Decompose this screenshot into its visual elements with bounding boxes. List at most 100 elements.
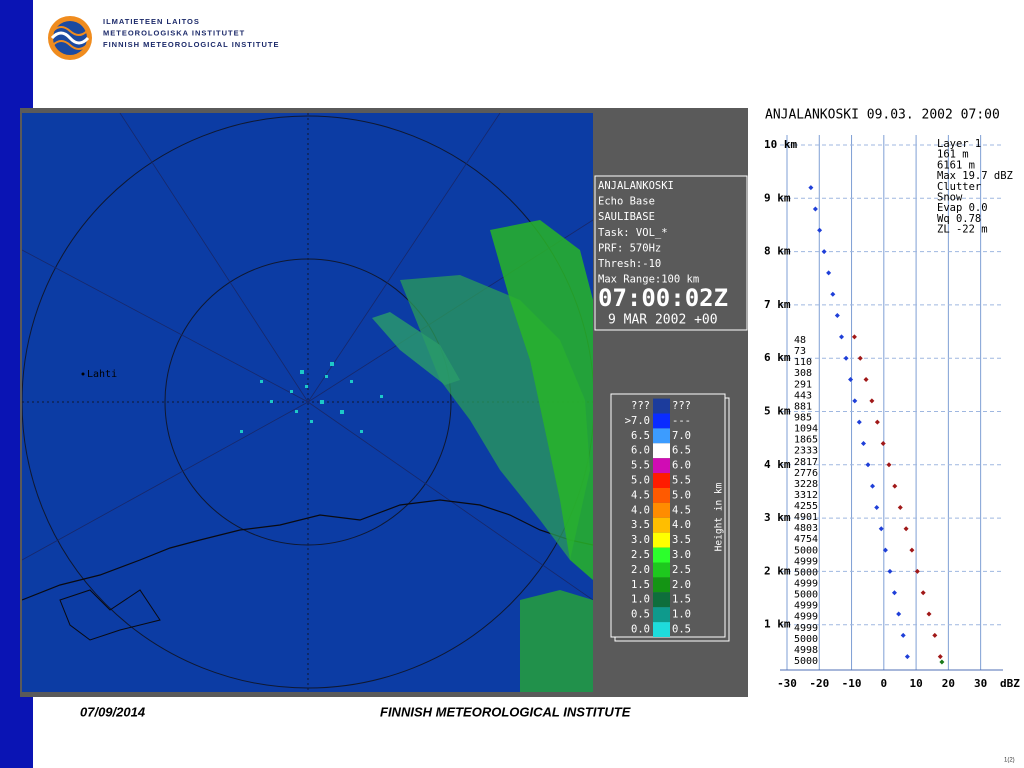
profile-point [812,206,818,212]
legend-right: 3.5 [672,534,691,546]
legend-right: 5.0 [672,489,691,501]
layer-info: ZL -22 m [937,224,988,236]
legend-left: 6.5 [631,430,650,442]
profile-point [826,270,832,276]
layer-info: Clutter [937,181,981,193]
legend-swatch [653,547,670,563]
profile-point [817,227,823,233]
legend-right: 6.5 [672,445,691,457]
profile-point [869,398,875,404]
profile-point [904,654,910,660]
legend-swatch [653,577,670,593]
y-tick-label: 4 km [764,458,791,471]
profile-point [857,355,863,361]
legend-left: 3.0 [631,534,650,546]
info-line: Thresh:-10 [598,258,661,270]
legend-left: 1.5 [631,579,650,591]
layer-info: 161 m [937,149,969,161]
time: 07:00:02Z [598,284,728,312]
profile-point [874,419,880,425]
sample-count: 3228 [794,479,818,490]
profile-point [865,462,871,468]
legend-left: 2.0 [631,564,650,576]
legend-swatch [653,607,670,623]
legend-left: 5.5 [631,460,650,472]
profile-point [939,659,945,665]
profile-point [839,334,845,340]
sample-count: 308 [794,368,812,379]
sample-count: 5000 [794,545,818,556]
page-number: 1(2) [1004,758,1015,764]
sample-count: 4999 [794,623,818,634]
header-line: FINNISH METEOROLOGICAL INSTITUTE [103,40,279,49]
sample-count: 5000 [794,634,818,645]
layer-info: Wq 0.78 [937,213,981,225]
legend-swatch [653,517,670,533]
profile-point [932,632,938,638]
sample-count: 5000 [794,656,818,667]
legend-swatch [653,562,670,578]
sample-count: 2776 [794,468,818,479]
sample-count: 5000 [794,590,818,601]
sample-count: 5000 [794,567,818,578]
layer-info: Snow [937,192,963,204]
footer-org: FINNISH METEOROLOGICAL INSTITUTE [380,704,631,719]
legend-swatch [653,398,670,414]
legend-right: 7.0 [672,430,691,442]
x-tick-label: -20 [809,677,829,690]
legend-left: 5.0 [631,475,650,487]
legend-left: 3.5 [631,519,650,531]
x-tick-label: -30 [777,677,797,690]
legend-swatch [653,502,670,518]
legend-right: 4.5 [672,504,691,516]
legend-right: 0.5 [672,624,691,636]
legend-swatch [653,428,670,444]
profile-point [886,462,892,468]
sample-count: 4998 [794,645,818,656]
profile-point [896,611,902,617]
legend-right: --- [672,415,691,427]
logo [48,16,92,60]
legend-swatch [653,458,670,474]
legend-right: 1.0 [672,609,691,621]
sample-count: 881 [794,401,812,412]
legend-right: 3.0 [672,549,691,561]
profile-point [851,334,857,340]
profile-point [903,526,909,532]
profile-point [880,440,886,446]
info-line: ANJALANKOSKI [598,180,674,192]
footer-date: 07/09/2014 [80,704,146,719]
sample-count: 4999 [794,612,818,623]
legend-right: 6.0 [672,460,691,472]
legend-left: >7.0 [625,415,650,427]
y-tick-label: 7 km [764,298,791,311]
profile-point [830,291,836,297]
profile-point [874,504,880,510]
profile-point [920,590,926,596]
legend-right: ??? [672,400,691,412]
legend-swatch [653,488,670,503]
legend-left: 4.5 [631,489,650,501]
sample-count: 4754 [794,534,818,545]
y-tick-label: 3 km [764,511,791,524]
layer-info: Layer 1 [937,138,981,150]
sample-count: 291 [794,379,812,390]
legend-left: 6.0 [631,445,650,457]
layer-info: 6161 m [937,159,975,171]
sample-count: 1865 [794,435,818,446]
legend-swatch [653,473,670,488]
place-label: Lahti [87,369,117,380]
y-tick-label: 9 km [764,191,791,204]
sample-count: 985 [794,412,812,423]
sample-count: 443 [794,390,812,401]
legend-swatch [653,413,670,429]
profile-point [834,313,840,319]
sample-count: 73 [794,346,806,357]
profile-point [860,440,866,446]
profile-point [852,398,858,404]
legend-swatch [653,532,670,548]
x-axis-label: dBZ [1000,677,1020,690]
legend-left: 0.5 [631,609,650,621]
sample-count: 3312 [794,490,818,501]
y-tick-label: 8 km [764,245,791,258]
